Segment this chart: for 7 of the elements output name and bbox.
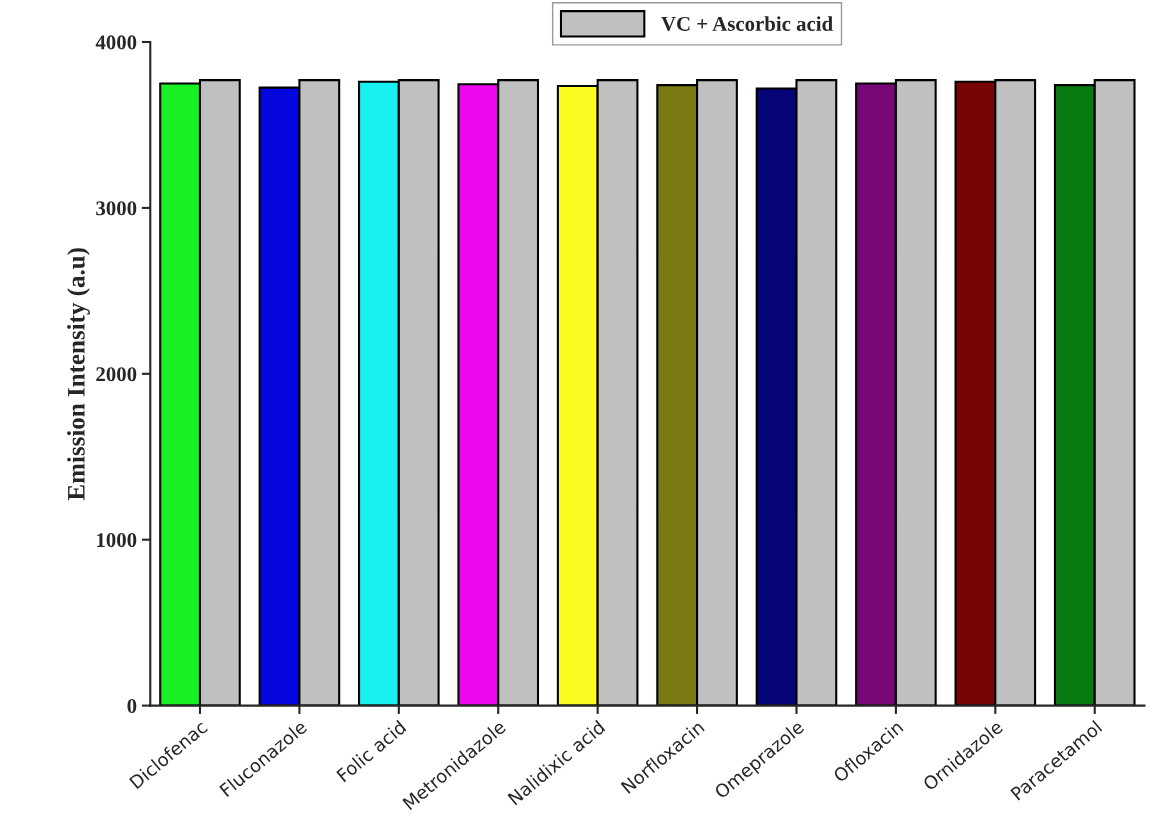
y-tick-label: 2000 [96,367,137,382]
y-tick-label: 1000 [97,533,137,548]
legend-label: VC + Ascorbic acid [661,16,833,31]
y-tick-label: 4000 [95,35,137,50]
y-tick-label: 0 [127,698,137,714]
y-axis-title: Emission Intensity (a.u) [67,248,90,501]
y-tick-label: 3000 [96,201,137,216]
